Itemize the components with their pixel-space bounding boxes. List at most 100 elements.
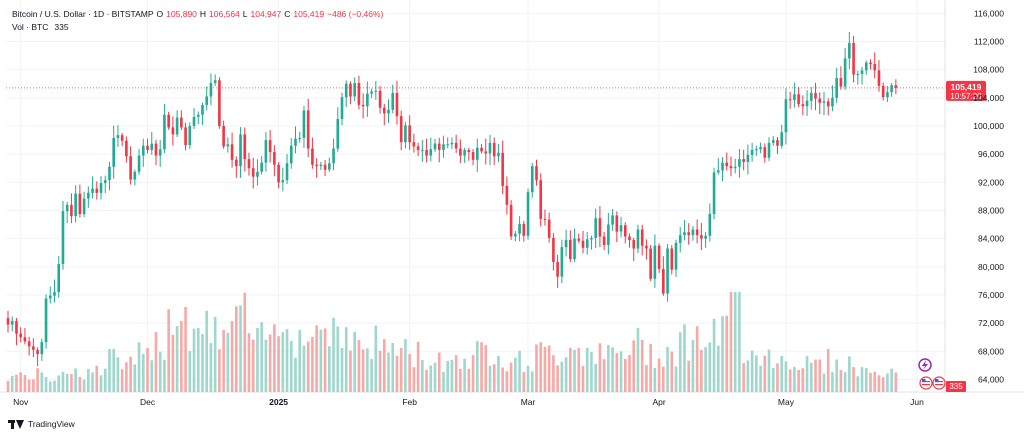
candle-body[interactable] bbox=[10, 321, 14, 325]
candle-body[interactable] bbox=[277, 164, 280, 183]
candle-body[interactable] bbox=[53, 292, 56, 296]
candle-body[interactable] bbox=[196, 114, 200, 117]
candle-body[interactable] bbox=[332, 148, 335, 164]
candle-body[interactable] bbox=[501, 152, 504, 186]
candle-body[interactable] bbox=[260, 162, 263, 172]
candle-body[interactable] bbox=[357, 83, 361, 105]
candle-body[interactable] bbox=[361, 104, 365, 107]
candle-body[interactable] bbox=[268, 140, 272, 153]
candle-body[interactable] bbox=[873, 64, 877, 71]
candle-body[interactable] bbox=[712, 172, 716, 214]
candle-body[interactable] bbox=[239, 134, 242, 167]
candle-body[interactable] bbox=[112, 137, 116, 167]
candle-body[interactable] bbox=[581, 240, 585, 248]
candle-body[interactable] bbox=[412, 142, 416, 147]
candle-body[interactable] bbox=[814, 92, 817, 99]
candle-body[interactable] bbox=[848, 42, 851, 59]
candle-body[interactable] bbox=[399, 116, 403, 143]
candle-body[interactable] bbox=[188, 126, 192, 146]
candle-body[interactable] bbox=[48, 295, 52, 299]
candle-body[interactable] bbox=[137, 155, 141, 172]
candle-body[interactable] bbox=[818, 98, 822, 103]
candle-body[interactable] bbox=[475, 147, 479, 160]
candle-body[interactable] bbox=[205, 96, 209, 105]
candle-body[interactable] bbox=[99, 183, 103, 193]
candle-body[interactable] bbox=[184, 127, 187, 146]
candle-body[interactable] bbox=[518, 223, 521, 234]
candle-body[interactable] bbox=[289, 145, 293, 164]
candle-body[interactable] bbox=[175, 117, 179, 135]
candle-body[interactable] bbox=[809, 92, 813, 101]
candle-body[interactable] bbox=[243, 134, 247, 160]
candle-body[interactable] bbox=[146, 145, 149, 150]
tradingview-attribution[interactable]: TradingView bbox=[8, 419, 75, 429]
candle-body[interactable] bbox=[74, 193, 77, 217]
candle-body[interactable] bbox=[459, 148, 462, 156]
candle-body[interactable] bbox=[209, 83, 213, 97]
candle-body[interactable] bbox=[569, 240, 572, 260]
candle-body[interactable] bbox=[404, 125, 407, 143]
candle-body[interactable] bbox=[535, 166, 538, 181]
candle-body[interactable] bbox=[103, 180, 107, 184]
candle-body[interactable] bbox=[530, 166, 534, 193]
candle-body[interactable] bbox=[95, 188, 99, 193]
symbol-title[interactable]: Bitcoin / U.S. Dollar · 1D · BITSTAMP bbox=[12, 9, 154, 19]
candle-body[interactable] bbox=[454, 142, 458, 149]
candle-body[interactable] bbox=[695, 229, 699, 236]
candle-body[interactable] bbox=[328, 163, 331, 170]
candle-body[interactable] bbox=[247, 159, 251, 169]
candle-body[interactable] bbox=[442, 144, 445, 150]
candle-body[interactable] bbox=[129, 156, 132, 180]
candle-body[interactable] bbox=[602, 236, 606, 245]
candle-body[interactable] bbox=[678, 235, 682, 243]
candle-body[interactable] bbox=[594, 218, 597, 238]
candle-body[interactable] bbox=[285, 163, 289, 181]
candle-body[interactable] bbox=[573, 238, 576, 260]
candle-body[interactable] bbox=[742, 159, 745, 162]
candle-body[interactable] bbox=[877, 70, 881, 86]
candle-body[interactable] bbox=[133, 171, 137, 180]
candle-body[interactable] bbox=[19, 333, 22, 338]
candle-body[interactable] bbox=[391, 92, 395, 110]
candle-body[interactable] bbox=[607, 224, 610, 245]
candle-body[interactable] bbox=[691, 229, 695, 236]
candle-body[interactable] bbox=[864, 62, 868, 71]
candle-body[interactable] bbox=[201, 104, 204, 115]
candle-body[interactable] bbox=[116, 135, 120, 138]
candle-body[interactable] bbox=[492, 142, 496, 157]
candle-body[interactable] bbox=[150, 143, 154, 150]
candle-body[interactable] bbox=[860, 70, 864, 74]
candle-body[interactable] bbox=[306, 110, 310, 149]
candle-body[interactable] bbox=[674, 242, 678, 270]
candle-body[interactable] bbox=[15, 321, 18, 334]
candle-body[interactable] bbox=[640, 229, 644, 246]
candle-body[interactable] bbox=[856, 73, 860, 75]
candle-body[interactable] bbox=[213, 80, 217, 84]
candle-body[interactable] bbox=[725, 162, 729, 167]
candle-body[interactable] bbox=[450, 142, 454, 145]
candle-body[interactable] bbox=[700, 235, 703, 239]
candle-body[interactable] bbox=[763, 147, 767, 158]
candle-body[interactable] bbox=[488, 142, 492, 154]
candle-body[interactable] bbox=[556, 261, 559, 277]
candle-body[interactable] bbox=[120, 135, 124, 141]
candle-body[interactable] bbox=[729, 166, 733, 169]
candle-body[interactable] bbox=[543, 218, 547, 220]
candle-body[interactable] bbox=[704, 235, 707, 239]
candle-body[interactable] bbox=[163, 114, 166, 150]
candle-body[interactable] bbox=[387, 109, 390, 114]
candle-body[interactable] bbox=[78, 193, 82, 214]
candle-body[interactable] bbox=[598, 218, 602, 237]
candle-body[interactable] bbox=[649, 248, 652, 279]
candle-body[interactable] bbox=[344, 83, 348, 98]
candle-body[interactable] bbox=[733, 166, 737, 169]
candle-body[interactable] bbox=[315, 164, 318, 167]
candle-body[interactable] bbox=[349, 83, 352, 97]
candle-body[interactable] bbox=[218, 80, 221, 126]
candle-body[interactable] bbox=[323, 164, 327, 170]
candle-body[interactable] bbox=[755, 149, 758, 151]
candle-body[interactable] bbox=[374, 90, 378, 92]
candle-body[interactable] bbox=[437, 143, 441, 150]
candle-body[interactable] bbox=[590, 237, 593, 240]
